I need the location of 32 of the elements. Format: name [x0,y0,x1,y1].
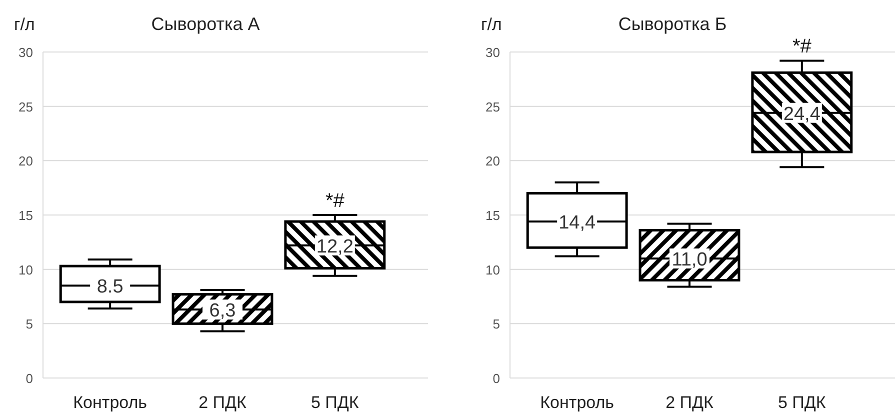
x-tick-label: 5 ПДК [311,393,359,412]
y-tick-label: 5 [492,316,500,332]
y-tick-label: 20 [486,154,500,169]
text: 12,2 [316,236,354,258]
y-tick-label: 25 [486,99,500,114]
text: 8.5 [96,276,124,298]
y-axis-title: г/л [481,15,502,34]
chart-title: Сыворотка А [151,14,260,34]
y-tick-label: 30 [18,45,33,60]
x-tick-label: 2 ПДК [666,393,714,412]
text: 6,3 [209,300,236,322]
x-tick-label: 2 ПДК [198,393,247,412]
y-tick-label: 15 [18,208,33,223]
annotation: *# [325,190,346,212]
y-tick-label: 30 [486,45,500,60]
y-tick-label: 10 [486,262,500,278]
x-tick-label: Контроль [540,393,614,412]
text: 24,4 [783,104,820,125]
text: 11,0 [672,249,708,270]
y-tick-label: 15 [486,208,500,223]
y-axis-title: г/л [14,15,35,34]
y-tick-label: 10 [18,262,33,278]
y-tick-label: 0 [492,371,500,386]
y-tick-label: 20 [18,154,33,169]
chart-title: Сыворотка Б [618,14,727,34]
x-tick-label: 5 ПДК [778,393,826,412]
text: 14,4 [558,212,596,234]
annotation: *# [792,36,812,58]
y-tick-label: 5 [26,316,33,332]
y-tick-label: 25 [18,99,33,114]
y-tick-label: 0 [26,371,33,386]
x-tick-label: Контроль [73,393,148,412]
